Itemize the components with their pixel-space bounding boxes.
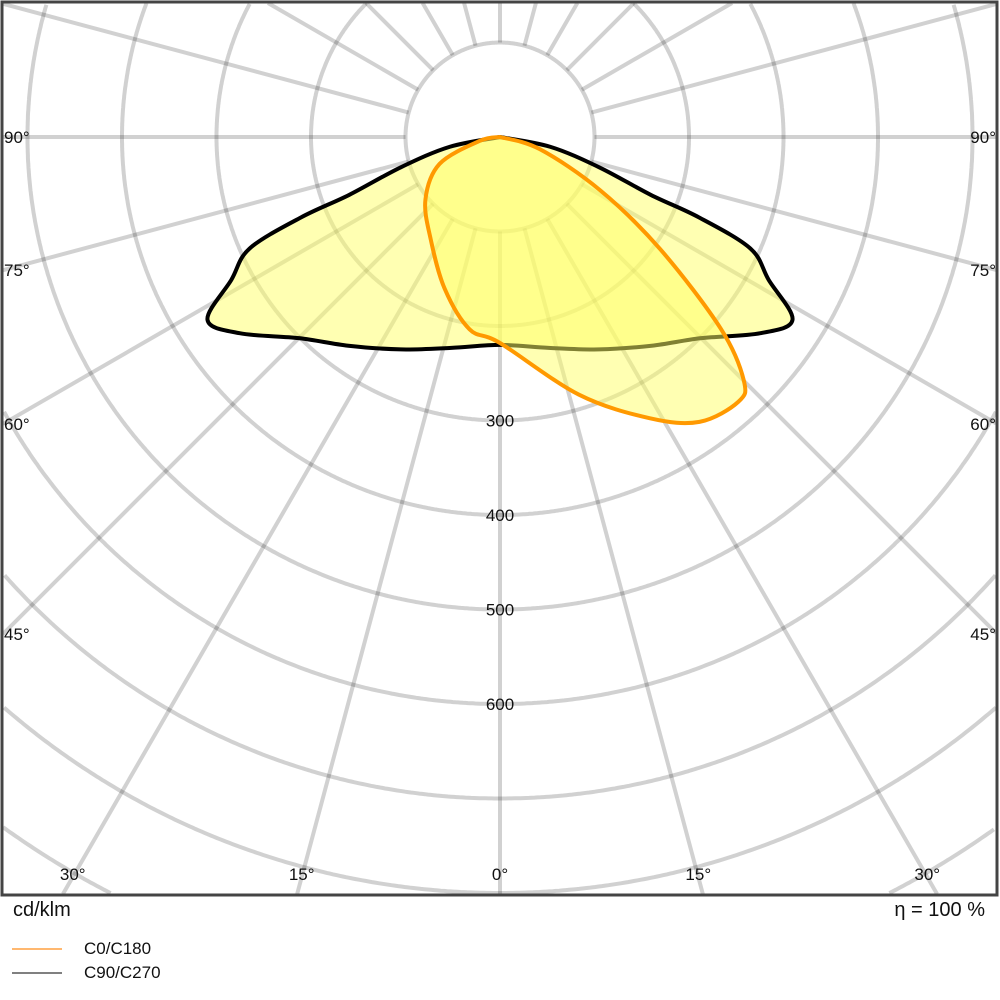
angle-tick-label-bottom: 15° [289,865,315,884]
grid-spoke [364,1,435,72]
angle-tick-label-left: 45° [4,625,30,644]
angle-tick-label-left: 60° [4,415,30,434]
grid-spoke [590,159,997,272]
curve-c0-c180 [423,135,748,426]
grid-spoke [522,2,538,47]
angle-tick-label-right: 60° [970,415,996,434]
radial-tick-label: 400 [486,506,514,525]
efficiency-label: η = 100 % [894,899,985,921]
angle-tick-label-right: 45° [970,625,996,644]
angle-tick-label-bottom: 0° [492,865,508,884]
legend-label: C90/C270 [84,963,161,982]
grid-spoke [545,2,580,57]
angle-tick-label-bottom: 15° [685,865,711,884]
grid-spoke [2,1,410,115]
chart-frame [0,0,999,897]
grid-circle [120,2,880,517]
grid-circle [1,825,996,895]
intensity-curves [205,135,795,426]
angle-tick-label-bottom: 30° [914,865,940,884]
grid-circle [2,410,998,706]
grid-circle [3,573,997,801]
radial-tick-label: 500 [486,601,514,620]
legend-swatch-c0-c180 [12,948,62,950]
angle-tick-label-right: 75° [970,261,996,280]
grid-spoke [565,1,636,72]
angle-tick-label-left: 75° [4,261,30,280]
grid-spoke [580,1,734,92]
grid-spoke [590,2,997,115]
grid-spoke [462,2,478,47]
grid-circle [25,4,975,612]
radial-tick-label: 600 [486,695,514,714]
grid-spoke [420,2,455,57]
axis-labels: 300 400 500 600 90° 90° 75° 75° 60° 60° 45° 45° 30° 1… [4,128,996,884]
legend-item-c0-c180: C0/C180 [12,939,151,959]
grid-spoke [2,159,410,273]
radial-tick-label: 300 [486,412,514,431]
angle-tick-label-right: 90° [970,128,996,147]
angle-tick-label-left: 90° [4,128,30,147]
legend-item-c90-c270: C90/C270 [12,963,161,983]
grid-spoke [266,1,420,92]
angle-tick-label-bottom: 30° [60,865,86,884]
legend-swatch-c90-c270 [12,972,62,974]
polar-grid [1,1,998,896]
legend-label: C0/C180 [84,939,152,958]
unit-label: cd/klm [13,899,71,921]
grid-circle [2,706,998,895]
